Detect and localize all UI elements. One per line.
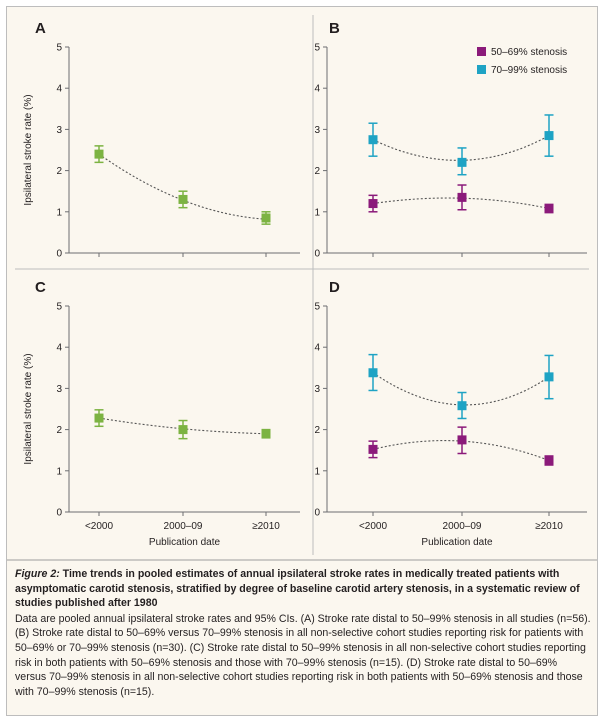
y-tick-label: 0 bbox=[314, 249, 320, 260]
chart-svg: A 0 1 2 3 4 5 Ipsilateral stroke rate (%) B 0 1 2 3 4… bbox=[7, 15, 597, 561]
series-50-69-stenosis bbox=[368, 184, 554, 214]
x-tick-label: ≥2010 bbox=[535, 521, 563, 532]
y-tick-label: 3 bbox=[314, 384, 320, 395]
data-point bbox=[457, 401, 467, 411]
data-point bbox=[544, 131, 554, 141]
y-tick-label: 2 bbox=[314, 425, 320, 436]
series-pooled bbox=[94, 409, 271, 440]
data-point bbox=[368, 368, 378, 378]
y-axis-title: Ipsilateral stroke rate (%) bbox=[23, 94, 34, 205]
panel-a: A 0 1 2 3 4 5 Ipsilateral stroke rate (%) bbox=[23, 20, 300, 260]
series-70-99-stenosis bbox=[368, 353, 554, 420]
data-point bbox=[544, 372, 554, 382]
legend-label: 50–69% stenosis bbox=[491, 47, 567, 58]
y-tick-label: 2 bbox=[56, 166, 62, 177]
y-tick-label: 5 bbox=[314, 43, 320, 54]
y-tick-label: 2 bbox=[56, 425, 62, 436]
y-tick-label: 4 bbox=[314, 343, 320, 354]
y-tick-label: 4 bbox=[56, 343, 62, 354]
x-axis-title: Publication date bbox=[149, 537, 221, 548]
caption-body: Data are pooled annual ipsilateral strok… bbox=[15, 612, 591, 698]
y-tick-label: 5 bbox=[314, 302, 320, 313]
y-tick-label: 3 bbox=[56, 384, 62, 395]
y-tick-label: 0 bbox=[314, 508, 320, 519]
y-tick-label: 4 bbox=[56, 84, 62, 95]
y-tick-label: 0 bbox=[56, 249, 62, 260]
series-pooled bbox=[94, 145, 271, 225]
y-tick-label: 3 bbox=[314, 125, 320, 136]
x-tick-label: <2000 bbox=[359, 521, 388, 532]
y-tick-label: 4 bbox=[314, 84, 320, 95]
y-tick-label: 3 bbox=[56, 125, 62, 136]
x-axis-title: Publication date bbox=[421, 537, 493, 548]
data-point bbox=[457, 192, 467, 202]
legend-swatch bbox=[477, 65, 486, 74]
legend: 50–69% stenosis 70–99% stenosis bbox=[477, 47, 567, 76]
panel-letter: C bbox=[35, 279, 46, 296]
caption-label: Figure 2: bbox=[15, 568, 60, 580]
y-tick-label: 1 bbox=[56, 207, 62, 218]
panel-letter: A bbox=[35, 20, 46, 37]
data-point bbox=[178, 194, 188, 204]
y-tick-label: 2 bbox=[314, 166, 320, 177]
panel-c: C 0 1 2 3 4 5 <2000 2000–09 ≥2010 Ipsilateral stro… bbox=[23, 279, 300, 548]
x-tick-label: 2000–09 bbox=[164, 521, 203, 532]
caption-heading: Figure 2: Time trends in pooled estimate… bbox=[15, 567, 591, 611]
trend-line bbox=[98, 153, 267, 220]
data-point bbox=[178, 425, 188, 435]
panel-letter: D bbox=[329, 279, 340, 296]
data-point bbox=[368, 444, 378, 454]
panel-b: B 0 1 2 3 4 5 50–69% stenosis 70–99% stenosis bbox=[314, 20, 587, 260]
legend-swatch bbox=[477, 47, 486, 56]
data-point bbox=[544, 456, 554, 465]
y-tick-label: 1 bbox=[56, 466, 62, 477]
series-70-99-stenosis bbox=[368, 114, 554, 176]
x-tick-label: 2000–09 bbox=[443, 521, 482, 532]
data-point bbox=[94, 149, 104, 159]
data-point bbox=[368, 199, 378, 209]
plot-grid: A 0 1 2 3 4 5 Ipsilateral stroke rate (%) B 0 1 2 3 4… bbox=[7, 7, 597, 567]
y-axis-title: Ipsilateral stroke rate (%) bbox=[23, 353, 34, 464]
y-tick-label: 5 bbox=[56, 302, 62, 313]
trend-line bbox=[372, 372, 550, 406]
data-point bbox=[261, 213, 271, 223]
figure-caption: Figure 2: Time trends in pooled estimate… bbox=[15, 567, 591, 699]
panel-letter: B bbox=[329, 20, 340, 37]
x-tick-label: ≥2010 bbox=[252, 521, 280, 532]
figure: A 0 1 2 3 4 5 Ipsilateral stroke rate (%) B 0 1 2 3 4… bbox=[6, 6, 598, 716]
data-point bbox=[457, 435, 467, 445]
data-point bbox=[368, 135, 378, 145]
x-tick-label: <2000 bbox=[85, 521, 114, 532]
panel-d: D 0 1 2 3 4 5 <2000 2000–09 ≥2010 Publication date bbox=[314, 279, 587, 548]
y-tick-label: 1 bbox=[314, 207, 320, 218]
y-tick-label: 0 bbox=[56, 508, 62, 519]
data-point bbox=[94, 413, 104, 423]
data-point bbox=[261, 429, 271, 439]
caption-title: Time trends in pooled estimates of annua… bbox=[15, 568, 580, 610]
legend-label: 70–99% stenosis bbox=[491, 65, 567, 76]
y-tick-label: 5 bbox=[56, 43, 62, 54]
data-point bbox=[457, 157, 467, 167]
data-point bbox=[544, 204, 554, 214]
series-50-69-stenosis bbox=[368, 426, 554, 466]
y-tick-label: 1 bbox=[314, 466, 320, 477]
